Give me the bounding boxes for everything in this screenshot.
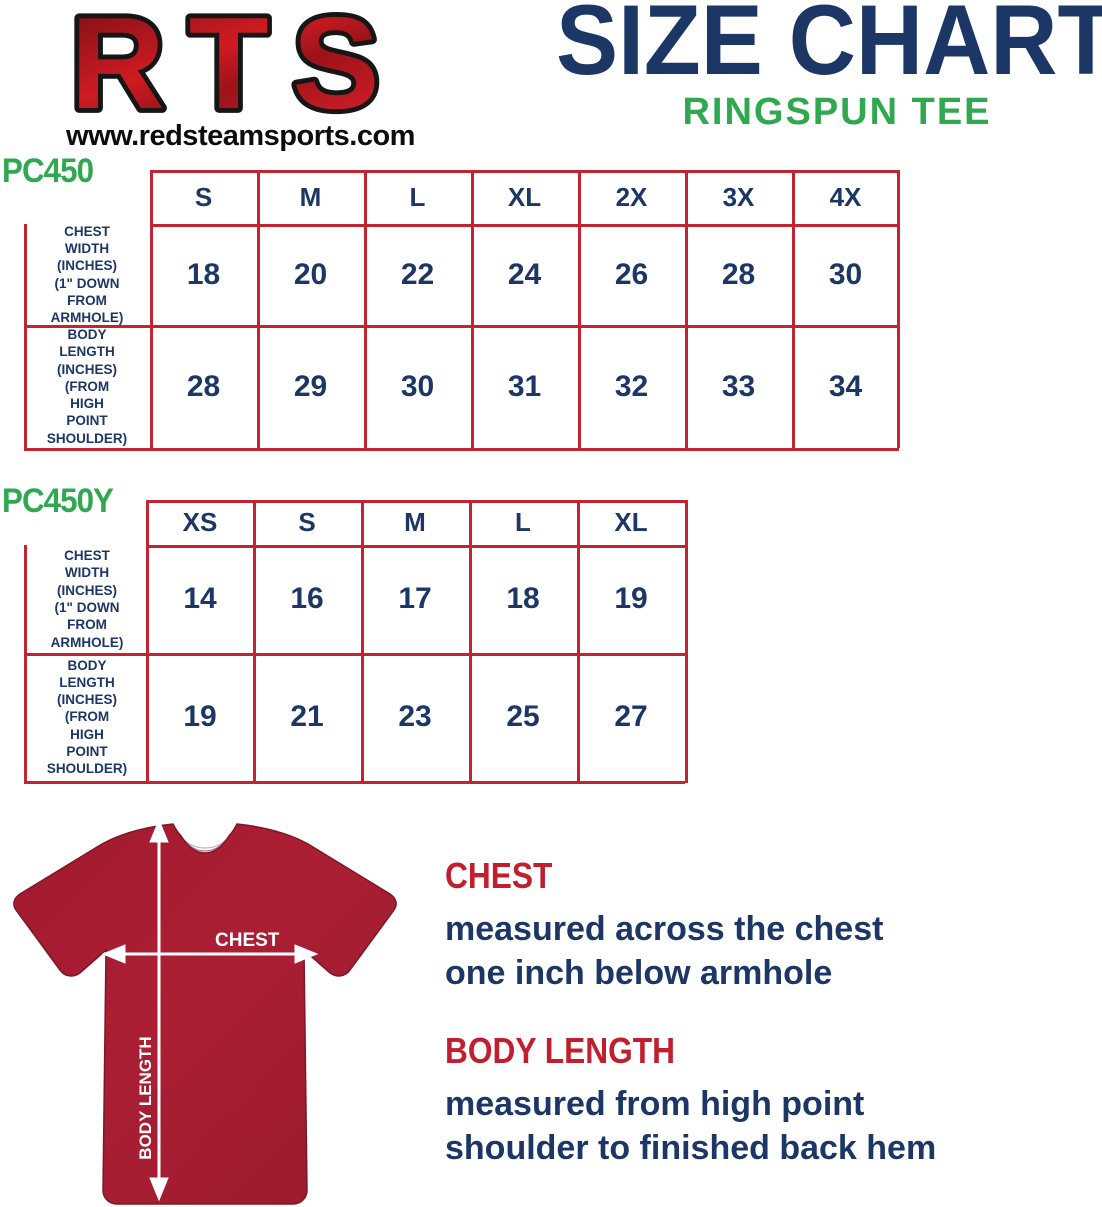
svg-text:BODY LENGTH: BODY LENGTH — [136, 1036, 155, 1159]
svg-text:CHEST: CHEST — [215, 930, 280, 951]
svg-text:RTS: RTS — [71, 0, 404, 120]
